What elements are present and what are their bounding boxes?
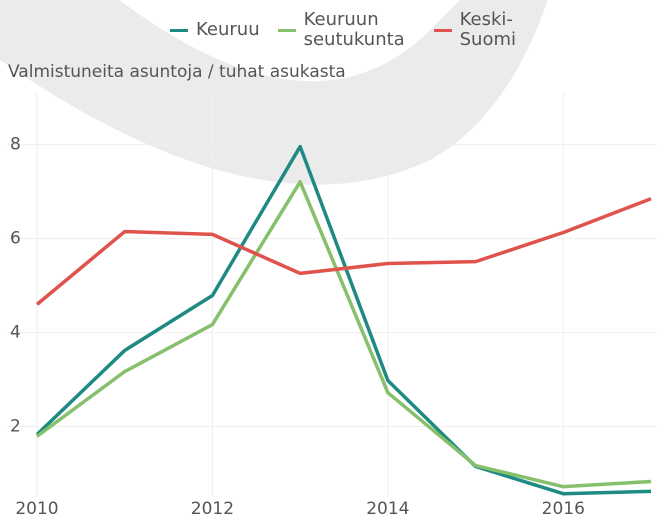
x-tick-label: 2016 bbox=[542, 499, 585, 519]
legend: Keuruu Keuruun seutukunta Keski-Suomi bbox=[170, 10, 522, 50]
y-axis-label: Valmistuneita asuntoja / tuhat asukasta bbox=[8, 62, 346, 82]
x-tick-label: 2012 bbox=[191, 499, 234, 519]
legend-swatch bbox=[277, 28, 296, 32]
line bbox=[35, 180, 652, 489]
legend-swatch bbox=[433, 28, 452, 32]
x-tick-label: 2014 bbox=[366, 499, 409, 519]
legend-item: Keuruun seutukunta bbox=[277, 9, 416, 50]
y-tick-label: 8 bbox=[10, 135, 21, 155]
line bbox=[35, 197, 652, 306]
legend-swatch bbox=[170, 28, 188, 32]
legend-item: Keski-Suomi bbox=[433, 9, 522, 50]
x-tick-label: 2010 bbox=[15, 499, 58, 519]
legend-label: Keski-Suomi bbox=[459, 9, 516, 50]
legend-label: Keuruu bbox=[196, 19, 260, 40]
line bbox=[35, 144, 652, 496]
y-tick-label: 6 bbox=[10, 229, 21, 249]
y-tick-label: 4 bbox=[10, 323, 21, 343]
legend-label: Keuruun seutukunta bbox=[303, 9, 405, 50]
y-tick-label: 2 bbox=[10, 417, 21, 437]
watermark bbox=[0, 0, 548, 185]
legend-item: Keuruu bbox=[170, 20, 260, 40]
